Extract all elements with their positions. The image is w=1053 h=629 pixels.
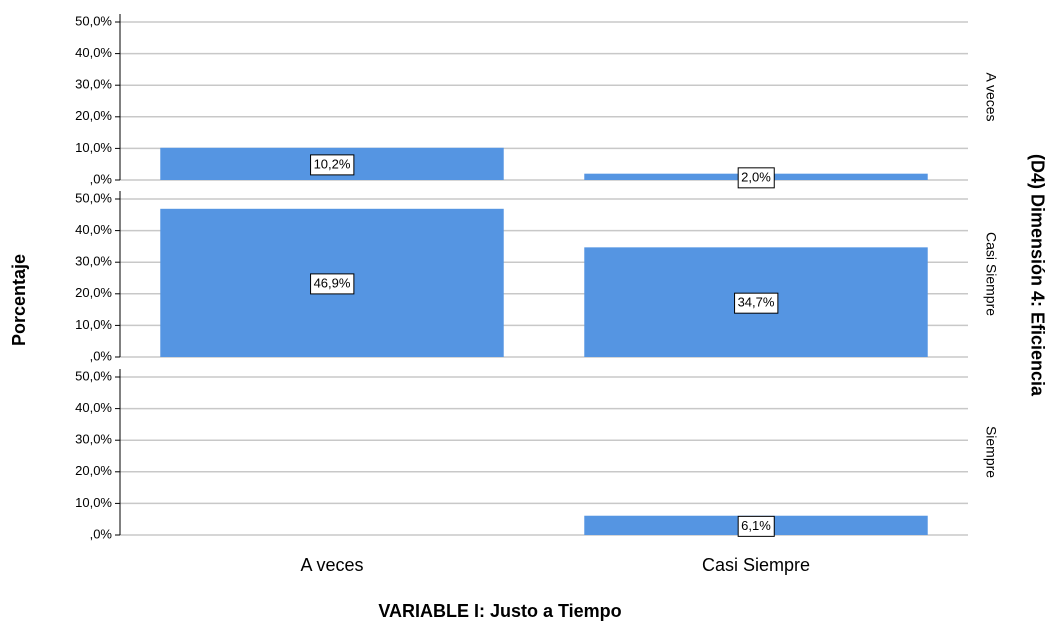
value-label-box — [310, 273, 355, 295]
y-tick-label: 30,0% — [75, 432, 112, 447]
value-label-box — [737, 515, 775, 537]
value-label: 46,9% — [314, 275, 351, 290]
value-label: 6,1% — [741, 518, 771, 533]
y-tick-label: 50,0% — [75, 190, 112, 205]
y-tick-label: ,0% — [90, 171, 113, 186]
y-tick-label: 40,0% — [75, 222, 112, 237]
x-axis-title: VARIABLE I: Justo a Tiempo — [378, 601, 621, 621]
y-tick-label: 20,0% — [75, 108, 112, 123]
x-tick-label: A veces — [300, 555, 363, 575]
value-label-box — [734, 292, 779, 314]
y-tick-label: 10,0% — [75, 317, 112, 332]
y-tick-label: 20,0% — [75, 463, 112, 478]
value-label-box — [737, 167, 775, 189]
y-tick-label: 40,0% — [75, 45, 112, 60]
value-label: 2,0% — [741, 169, 771, 184]
value-label: 34,7% — [738, 295, 775, 310]
value-label: 10,2% — [314, 156, 351, 171]
y-tick-label: 40,0% — [75, 400, 112, 415]
y-tick-label: ,0% — [90, 526, 113, 541]
y-tick-label: 30,0% — [75, 254, 112, 269]
y-tick-label: 10,0% — [75, 140, 112, 155]
y-tick-label: 20,0% — [75, 285, 112, 300]
y-tick-label: 50,0% — [75, 368, 112, 383]
x-tick-label: Casi Siempre — [702, 555, 810, 575]
panel-label: Casi Siempre — [983, 232, 999, 316]
y-tick-label: 10,0% — [75, 495, 112, 510]
panel-label: A veces — [983, 72, 999, 121]
y-tick-label: 50,0% — [75, 13, 112, 28]
value-label-box — [310, 154, 355, 176]
panel-label: Siempre — [983, 426, 999, 478]
panel-title: (D4) Dimensión 4: Eficiencia — [1027, 154, 1047, 397]
y-tick-label: 30,0% — [75, 77, 112, 92]
y-tick-label: ,0% — [90, 348, 113, 363]
y-axis-title: Porcentaje — [9, 254, 29, 346]
